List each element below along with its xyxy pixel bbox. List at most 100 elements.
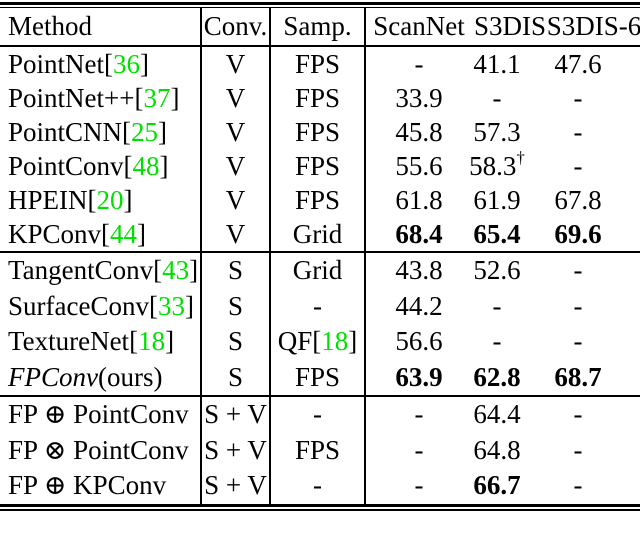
s3dis6-value: - <box>573 255 583 286</box>
results-table: Method Conv. Samp. ScanNet S3DIS S3DIS-6… <box>0 2 640 511</box>
scannet-value: 68.4 <box>395 218 443 249</box>
method-name: HPEIN <box>8 184 88 215</box>
method-name: (ours) <box>97 361 163 392</box>
table-row: FP ⊕ KPConv S + V - - 66.7 - <box>0 468 640 504</box>
header-s3dis: S3DIS <box>473 11 547 41</box>
table-row: FP ⊕ PointConv S + V - - 64.4 - <box>0 397 640 433</box>
bracket-open: [ <box>87 184 97 215</box>
method-name: TextureNet <box>8 326 130 357</box>
citation-link[interactable]: 20 <box>96 184 124 215</box>
samp-cell: FPS <box>271 359 366 395</box>
conv-cell: S <box>202 253 271 289</box>
table-row: PointConv [48] V FPS 55.6 58.3 † - <box>0 149 640 183</box>
header-s3dis6: S3DIS-6 <box>546 11 640 41</box>
citation-link[interactable]: 48 <box>132 150 160 181</box>
bracket-close: ] <box>184 290 194 321</box>
bracket-open: [ <box>101 218 111 249</box>
method-cell: FP ⊕ KPConv <box>0 468 202 504</box>
samp-label: QF <box>277 326 313 357</box>
method-cell: PointNet [36] <box>0 47 202 81</box>
section-rule-1 <box>0 251 640 253</box>
scannet-value: - <box>414 434 424 465</box>
bracket-close: ] <box>123 184 133 215</box>
conv-cell: S <box>202 324 271 360</box>
conv-cell: S + V <box>202 468 271 504</box>
conv-cell: V <box>202 149 271 183</box>
scannet-value: 55.6 <box>395 150 443 181</box>
scannet-value: 33.9 <box>395 82 443 113</box>
scannet-value: 43.8 <box>395 255 443 286</box>
bottom-rule-gap <box>0 506 640 509</box>
bracket-close: ] <box>165 326 175 357</box>
s3dis6-value: 69.6 <box>554 218 602 249</box>
top-rule-thick <box>0 2 640 5</box>
table-row: TangentConv [43] S Grid 43.8 52.6 - <box>0 253 640 289</box>
s3dis6-value: - <box>573 290 583 321</box>
citation-link[interactable]: 18 <box>321 326 349 357</box>
s3dis-value: - <box>492 82 502 113</box>
s3dis-value: 64.8 <box>473 434 521 465</box>
bracket-close: ] <box>159 150 169 181</box>
bracket-open: [ <box>312 326 322 357</box>
citation-link[interactable]: 37 <box>143 82 171 113</box>
citation-link[interactable]: 43 <box>162 255 190 286</box>
bracket-open: [ <box>153 255 163 286</box>
method-cell: PointCNN [25] <box>0 115 202 149</box>
method-cell: PointConv [48] <box>0 149 202 183</box>
method-name: PointNet <box>8 48 105 79</box>
s3dis-value: - <box>492 290 502 321</box>
s3dis6-value: - <box>573 150 583 181</box>
method-name: SurfaceConv <box>8 290 149 321</box>
s3dis-value: 58.3 † <box>469 148 525 181</box>
s3dis-value: 52.6 <box>473 255 521 286</box>
scannet-value: 61.8 <box>395 184 443 215</box>
samp-cell: QF [18] <box>271 324 366 360</box>
method-name: PointCNN <box>8 116 123 147</box>
samp-cell: - <box>271 468 366 504</box>
s3dis6-value: 47.6 <box>554 48 602 79</box>
samp-cell: Grid <box>271 253 366 289</box>
bracket-open: [ <box>134 82 144 113</box>
samp-cell: - <box>271 288 366 324</box>
s3dis-value: - <box>492 326 502 357</box>
bottom-rule-thin <box>0 508 640 511</box>
conv-cell: S <box>202 359 271 395</box>
samp-cell: FPS <box>271 115 366 149</box>
method-cell: KPConv [44] <box>0 217 202 251</box>
s3dis6-value: - <box>573 470 583 501</box>
conv-cell: V <box>202 217 271 251</box>
conv-cell: V <box>202 47 271 81</box>
s3dis6-value: - <box>573 399 583 430</box>
citation-link[interactable]: 33 <box>157 290 185 321</box>
s3dis-value: 65.4 <box>473 218 521 249</box>
citation-link[interactable]: 36 <box>113 48 141 79</box>
bracket-open: [ <box>122 116 132 147</box>
scannet-value: 45.8 <box>395 116 443 147</box>
s3dis6-value: - <box>573 82 583 113</box>
table-row: HPEIN [20] V FPS 61.8 61.9 67.8 <box>0 183 640 217</box>
top-rule-thin <box>0 7 640 8</box>
table-header: Method Conv. Samp. ScanNet S3DIS S3DIS-6 <box>0 8 640 45</box>
conv-cell: V <box>202 115 271 149</box>
conv-cell: V <box>202 183 271 217</box>
scannet-value: - <box>414 470 424 501</box>
scannet-value: 44.2 <box>395 290 443 321</box>
table-row: PointNet [36] V FPS - 41.1 47.6 <box>0 47 640 81</box>
samp-cell: FPS <box>271 149 366 183</box>
s3dis-value: 64.4 <box>473 399 521 430</box>
top-rule-gap <box>0 5 640 7</box>
section-fusion-methods: FP ⊕ PointConv S + V - - 64.4 - FP ⊗ Poi… <box>0 397 640 504</box>
bracket-open: [ <box>104 48 114 79</box>
method-name: KPConv <box>8 218 102 249</box>
header-row: Method Conv. Samp. ScanNet S3DIS S3DIS-6 <box>0 8 640 45</box>
conv-cell: V <box>202 81 271 115</box>
bracket-close: ] <box>170 82 180 113</box>
bracket-close: ] <box>137 218 147 249</box>
method-cell: TextureNet [18] <box>0 324 202 360</box>
citation-link[interactable]: 44 <box>110 218 138 249</box>
table-row: PointNet++ [37] V FPS 33.9 - - <box>0 81 640 115</box>
citation-link[interactable]: 18 <box>138 326 166 357</box>
method-cell: FP ⊗ PointConv <box>0 432 202 468</box>
citation-link[interactable]: 25 <box>131 116 159 147</box>
